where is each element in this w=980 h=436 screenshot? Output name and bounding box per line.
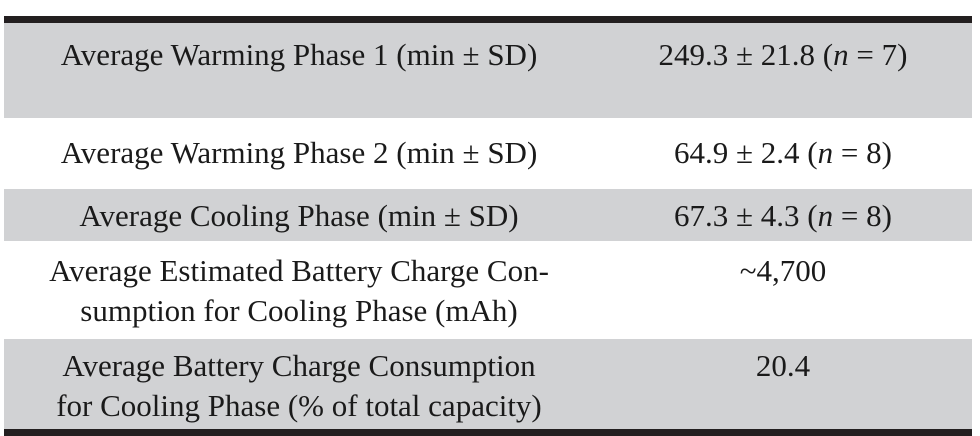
- row-label: Average Warming Phase 2 (min ± SD): [60, 135, 538, 170]
- data-table: Average Warming Phase 1 (min ± SD) 249.3…: [4, 16, 972, 436]
- row-value: 20.4: [755, 348, 811, 383]
- row-label: Average Battery Charge Consumption for C…: [56, 348, 542, 423]
- row-value: 249.3 ± 21.8 (n = 7): [658, 37, 908, 72]
- table-row: Average Estimated Battery Charge Con- su…: [4, 245, 972, 335]
- row-value: 64.9 ± 2.4 (n = 8): [674, 135, 892, 170]
- table-row: Average Warming Phase 2 (min ± SD) 64.9 …: [4, 122, 972, 185]
- row-value: 67.3 ± 4.3 (n = 8): [674, 198, 892, 233]
- row-label: Average Estimated Battery Charge Con- su…: [49, 253, 549, 328]
- table-row: Average Battery Charge Consumption for C…: [4, 339, 972, 429]
- row-value: ~4,700: [739, 253, 827, 288]
- bottom-rule: [4, 429, 972, 436]
- table-row: Average Cooling Phase (min ± SD) 67.3 ± …: [4, 189, 972, 241]
- row-label: Average Warming Phase 1 (min ± SD): [60, 37, 538, 72]
- top-rule: [4, 16, 972, 23]
- row-label: Average Cooling Phase (min ± SD): [79, 198, 519, 233]
- table-row: Average Warming Phase 1 (min ± SD) 249.3…: [4, 23, 972, 118]
